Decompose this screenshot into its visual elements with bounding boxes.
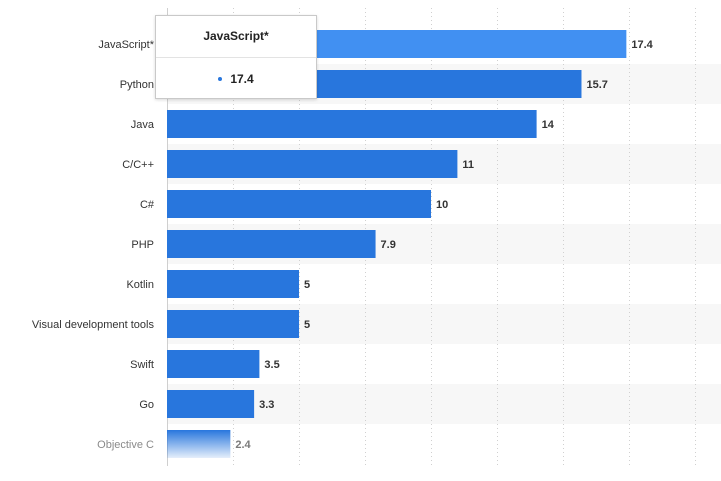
category-label: Python bbox=[120, 79, 154, 91]
value-label: 2.4 bbox=[235, 439, 251, 451]
tooltip-title: JavaScript* bbox=[156, 16, 316, 58]
value-label: 3.3 bbox=[259, 399, 274, 411]
value-label: 11 bbox=[462, 159, 474, 171]
value-label: 5 bbox=[304, 279, 310, 291]
category-label: PHP bbox=[131, 239, 154, 251]
value-labels: 17.4 15.7 14 11 10 7.9 5 5 3.5 3.3 2.4 bbox=[235, 39, 653, 451]
bar[interactable] bbox=[167, 430, 231, 458]
category-label: JavaScript* bbox=[98, 39, 154, 51]
bar[interactable] bbox=[167, 270, 299, 298]
value-label: 15.7 bbox=[586, 79, 607, 91]
value-label: 3.5 bbox=[264, 359, 279, 371]
category-label: C/C++ bbox=[122, 159, 154, 171]
category-label: Objective C bbox=[97, 439, 154, 451]
bar[interactable] bbox=[167, 390, 255, 418]
value-label: 10 bbox=[436, 199, 448, 211]
category-label: Kotlin bbox=[126, 279, 154, 291]
value-label: 7.9 bbox=[381, 239, 396, 251]
category-label: Visual development tools bbox=[32, 319, 155, 331]
bar[interactable] bbox=[167, 150, 458, 178]
bar[interactable] bbox=[167, 190, 431, 218]
bar[interactable] bbox=[167, 350, 260, 378]
category-label: C# bbox=[140, 199, 155, 211]
tooltip-value: 17.4 bbox=[230, 72, 254, 86]
value-label: 14 bbox=[542, 119, 555, 131]
row-band bbox=[167, 384, 721, 424]
category-label: Java bbox=[131, 119, 155, 131]
value-label: 5 bbox=[304, 319, 310, 331]
category-labels: JavaScript* Python Java C/C++ C# PHP Kotlin Vis… bbox=[32, 39, 155, 451]
bar[interactable] bbox=[167, 230, 376, 258]
bar[interactable] bbox=[167, 110, 537, 138]
series-dot-icon bbox=[218, 77, 223, 81]
category-label: Swift bbox=[130, 359, 154, 371]
tooltip: JavaScript* 17.4 bbox=[155, 15, 317, 99]
bar[interactable] bbox=[167, 310, 299, 338]
value-label: 17.4 bbox=[631, 39, 653, 51]
category-label: Go bbox=[139, 399, 154, 411]
tooltip-value-row: 17.4 bbox=[156, 58, 316, 100]
